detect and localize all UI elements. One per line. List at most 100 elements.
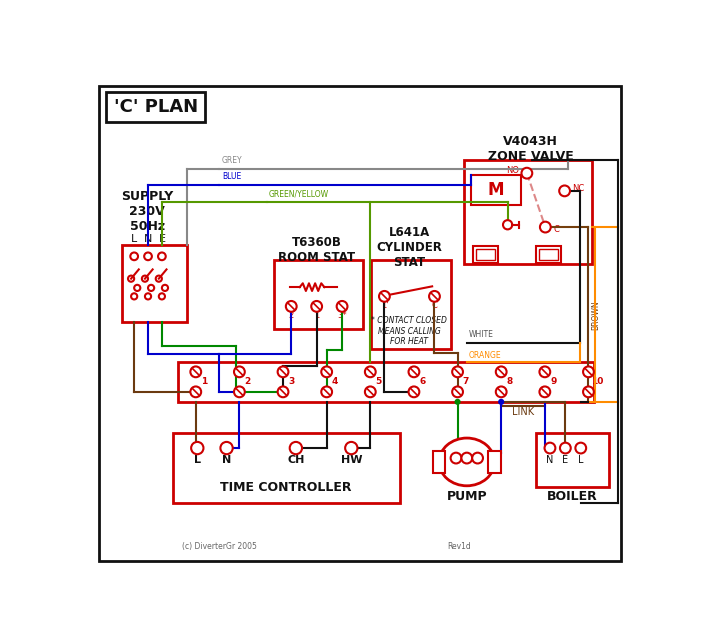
- Bar: [489, 451, 501, 472]
- Bar: [470, 176, 521, 204]
- Circle shape: [365, 367, 376, 377]
- Bar: [476, 249, 494, 260]
- Text: Rev1d: Rev1d: [448, 542, 471, 551]
- Text: 6: 6: [419, 378, 425, 387]
- Circle shape: [156, 276, 162, 282]
- Text: (c) DiverterGr 2005: (c) DiverterGr 2005: [182, 542, 257, 551]
- Circle shape: [322, 367, 332, 377]
- Text: GREY: GREY: [222, 156, 243, 165]
- Text: V4043H
ZONE VALVE: V4043H ZONE VALVE: [488, 135, 574, 163]
- Text: BOILER: BOILER: [547, 490, 597, 503]
- Circle shape: [379, 291, 390, 302]
- Text: BLUE: BLUE: [222, 172, 241, 181]
- Circle shape: [452, 367, 463, 377]
- Text: N: N: [452, 465, 460, 474]
- Text: NC: NC: [572, 184, 585, 193]
- Text: C: C: [553, 225, 559, 234]
- Circle shape: [322, 387, 332, 397]
- Circle shape: [311, 301, 322, 312]
- Circle shape: [539, 367, 550, 377]
- Circle shape: [522, 168, 532, 179]
- Text: 3*: 3*: [337, 311, 347, 320]
- Circle shape: [451, 453, 461, 463]
- Text: 10: 10: [591, 378, 603, 387]
- Circle shape: [365, 387, 376, 397]
- Circle shape: [503, 220, 512, 229]
- Text: TIME CONTROLLER: TIME CONTROLLER: [220, 481, 352, 494]
- Text: L: L: [578, 454, 583, 465]
- Circle shape: [286, 301, 297, 312]
- Circle shape: [278, 367, 289, 377]
- Text: E: E: [464, 465, 470, 474]
- Circle shape: [190, 387, 201, 397]
- Text: L: L: [194, 455, 201, 465]
- Text: 1': 1': [380, 301, 388, 310]
- Text: M: M: [487, 181, 503, 199]
- Circle shape: [191, 442, 204, 454]
- Circle shape: [162, 285, 168, 291]
- Circle shape: [148, 285, 154, 291]
- Ellipse shape: [439, 438, 494, 486]
- Text: ORANGE: ORANGE: [469, 351, 502, 360]
- Circle shape: [540, 222, 551, 233]
- Circle shape: [142, 276, 148, 282]
- Bar: [274, 260, 363, 329]
- Text: GREEN/YELLOW: GREEN/YELLOW: [269, 190, 329, 199]
- Circle shape: [345, 442, 357, 454]
- Text: 1: 1: [201, 378, 207, 387]
- Circle shape: [429, 291, 440, 302]
- Text: N: N: [144, 233, 152, 244]
- Text: E: E: [562, 454, 569, 465]
- Text: 3: 3: [289, 378, 295, 387]
- Text: 8: 8: [507, 378, 512, 387]
- Circle shape: [278, 387, 289, 397]
- Text: L: L: [131, 233, 138, 244]
- Bar: [536, 433, 609, 487]
- Circle shape: [583, 367, 594, 377]
- Text: 2: 2: [245, 378, 251, 387]
- Circle shape: [409, 367, 419, 377]
- Circle shape: [545, 443, 555, 453]
- Circle shape: [539, 387, 550, 397]
- Text: E: E: [159, 233, 166, 244]
- Bar: [173, 433, 400, 503]
- Text: L641A
CYLINDER
STAT: L641A CYLINDER STAT: [376, 226, 442, 269]
- Text: PUMP: PUMP: [446, 490, 487, 503]
- Text: L: L: [475, 465, 480, 474]
- Circle shape: [576, 443, 586, 453]
- Circle shape: [337, 301, 347, 312]
- Text: LINK: LINK: [512, 407, 534, 417]
- Text: NO: NO: [506, 165, 519, 174]
- Circle shape: [131, 253, 138, 260]
- Bar: [539, 249, 557, 260]
- Circle shape: [190, 367, 201, 377]
- Text: 2: 2: [289, 311, 294, 320]
- Circle shape: [560, 443, 571, 453]
- Bar: [371, 260, 451, 349]
- Circle shape: [158, 253, 166, 260]
- Text: BROWN: BROWN: [592, 301, 600, 330]
- Text: 'C' PLAN: 'C' PLAN: [114, 98, 198, 116]
- Bar: [178, 362, 594, 402]
- Text: N: N: [222, 455, 231, 465]
- Circle shape: [496, 387, 507, 397]
- Text: 9: 9: [550, 378, 557, 387]
- Circle shape: [131, 294, 138, 299]
- Bar: [465, 160, 592, 264]
- Circle shape: [583, 387, 594, 397]
- Circle shape: [145, 294, 151, 299]
- Circle shape: [144, 253, 152, 260]
- Bar: [107, 92, 205, 122]
- Bar: [433, 451, 445, 472]
- Circle shape: [234, 387, 245, 397]
- Text: 1: 1: [314, 311, 319, 320]
- Text: 5: 5: [376, 378, 382, 387]
- Text: C: C: [432, 301, 437, 310]
- Circle shape: [461, 453, 472, 463]
- Circle shape: [452, 387, 463, 397]
- Circle shape: [290, 442, 302, 454]
- Text: T6360B
ROOM STAT: T6360B ROOM STAT: [278, 236, 355, 264]
- Circle shape: [559, 185, 570, 196]
- Circle shape: [159, 294, 165, 299]
- Circle shape: [409, 387, 419, 397]
